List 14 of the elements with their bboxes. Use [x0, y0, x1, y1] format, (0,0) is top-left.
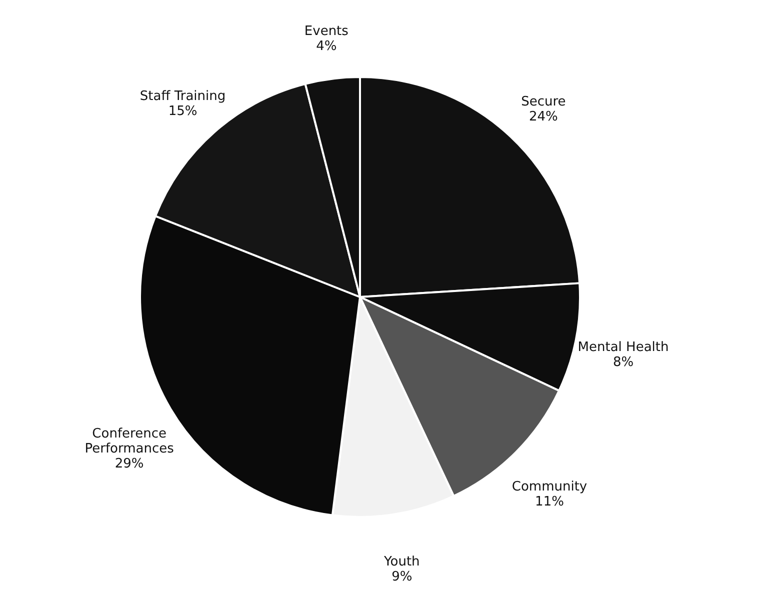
slice-label: Community [512, 480, 588, 495]
slice-label: Staff Training [140, 88, 226, 104]
slice-label: Events [304, 24, 349, 40]
slice-label: Secure [521, 94, 566, 110]
slice-label: Mental Health [578, 340, 669, 356]
slice-label: Conference Performances [84, 426, 174, 456]
data-label: 8% [612, 355, 634, 370]
data-label: 15% [168, 104, 198, 119]
data-label: 4% [316, 39, 337, 54]
data-label: 29% [114, 456, 144, 472]
slice-label: Youth [383, 554, 420, 570]
data-label: 24% [529, 110, 558, 125]
data-label: 11% [535, 494, 564, 510]
data-label: 9% [392, 570, 412, 585]
